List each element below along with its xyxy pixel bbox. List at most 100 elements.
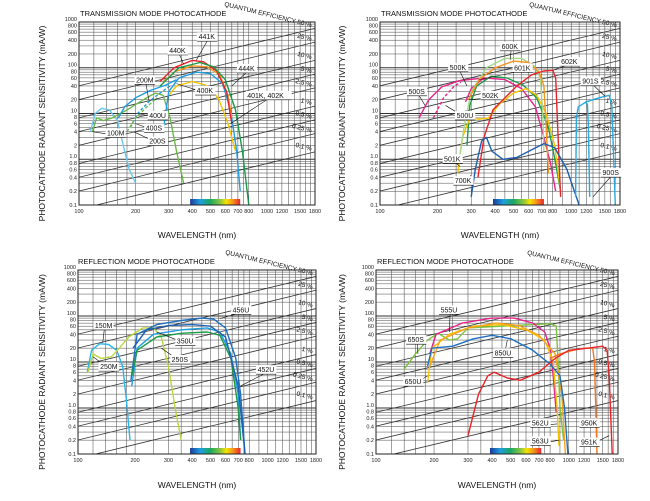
x-tick-label: 500 [206,209,215,215]
x-tick-label: 500 [206,458,215,464]
qe-line [396,151,620,205]
x-tick-label: 400 [188,209,197,215]
qe-label: 1 % [301,346,314,355]
annotation-label-bg [170,355,191,364]
annotation: 250S [161,347,191,365]
y-tick-label: 0.4 [68,424,76,430]
series-line-900s [584,101,591,197]
qe-line [78,308,316,367]
x-tick-label: 1500 [599,209,611,215]
y-tick-label: 6 [371,370,374,376]
annotation-leader-line [592,174,613,198]
y-tick-label: 100 [68,63,77,69]
chart-title: TRANSMISSION MODE PHOTOCATHODE [80,9,226,18]
annotation-label-group: 500S [406,86,428,97]
qe-line [78,368,316,427]
x-axis-label: WAVELENGTH (nm) [458,480,537,490]
annotation-label: 901S [582,79,599,86]
qe-label: 10 % [601,51,617,61]
qe-line [376,308,618,367]
annotation: 900S [592,168,622,198]
annotation: 200M [134,75,155,100]
annotation: 441K [195,32,218,61]
y-tick-label: 400 [67,286,76,292]
y-tick-label: 1000 [362,265,374,271]
chart-panel-1: QUANTUM EFFICIENCY 50 %25 %10 %5 %2.5 %1… [37,1,321,240]
quantum-efficiency-lines [78,276,316,454]
annotation-label-bg [195,86,216,96]
qe-line [380,59,620,119]
qe-label: 25 % [296,33,312,43]
x-tick-label: 400 [487,458,496,464]
x-tick-label: 100 [74,209,83,215]
annotation-label-bg [406,86,428,96]
y-tick-label: 2 [371,392,374,398]
annotation-label-bg [256,365,277,375]
annotation-label-group: 700K [453,176,474,186]
annotation-label-bg [105,128,126,138]
annotation-leader-line [458,69,468,87]
annotation-label-bg [442,154,463,164]
y-tick-label: 20 [71,98,77,104]
plot-frame [375,269,619,455]
annotation-leader-line [230,97,270,124]
annotation-label-bg [134,75,155,85]
annotation-leader-line [102,327,105,343]
annotation-label-group: 200S [147,136,168,146]
x-tick-label: 1800 [309,209,321,215]
y-tick-label: 8 [371,364,374,370]
annotation-label-bg [448,62,469,72]
annotation-label-bg [403,377,424,387]
plot-frame [78,21,316,206]
x-tick-label: 700 [233,209,242,215]
annotation: 444K [231,63,258,87]
x-tick-label: 200 [131,209,140,215]
annotation-label-group: 444K [236,63,258,74]
annotation-label-group: 500K [448,62,469,73]
qe-label: 2.5 % [296,326,314,337]
y-tick-label: 100 [67,311,76,317]
series-line-150m [86,343,131,441]
qe-label: 5 % [300,66,313,76]
annotation: 650S [406,335,427,354]
qe-label: 2.5 % [598,326,616,337]
series-line-951k [467,345,613,454]
y-tick-label: 0.2 [366,438,374,444]
annotation-label: 500K [450,65,467,72]
x-tick-label: 600 [221,458,230,464]
annotation-label-bg [530,418,551,428]
plot-frame [379,21,621,206]
qe-label: 0.25 % [594,372,616,384]
qe-label: 25 % [601,33,617,43]
annotation: 500S [406,86,428,106]
y-tick-label: 0.8 [69,161,77,167]
x-tick-label: 600 [221,209,230,215]
y-tick-label: 80 [368,318,374,324]
annotation: 452U [240,365,277,387]
annotation-label: 441K [199,34,216,41]
chart-title: TRANSMISSION MODE PHOTOCATHODE [381,9,527,18]
annotation: 700K [453,174,474,186]
y-axis-label: PHOTOCATHODE RADIANT SENSITIVITY (mA/W) [37,274,47,470]
annotation: 400S [135,123,165,134]
annotation-label-group: 600K [500,41,521,52]
y-tick-label: 0.1 [68,452,76,458]
annotation-label-bg [245,90,292,100]
annotation-label-group: 950K [579,418,600,428]
x-axis-label: WAVELENGTH (nm) [461,230,540,240]
annotation: 650U [403,375,428,387]
annotation-leader-line [240,371,268,387]
annotation-label: 562U [532,420,549,427]
qe-label: 25 % [599,281,615,291]
qe-line [380,87,620,146]
annotation-label-bg [231,305,252,315]
annotation: 562U [530,418,558,428]
y-tick-label: 0.6 [69,167,77,173]
qe-label: 0.5 % [296,359,314,370]
annotation-label-group: 951K [579,437,600,447]
annotation-label: 650S [408,337,425,344]
annotation-label-group: 452U [256,365,277,375]
qe-label: 10 % [296,51,312,61]
annotation-label: 650U [405,379,422,386]
